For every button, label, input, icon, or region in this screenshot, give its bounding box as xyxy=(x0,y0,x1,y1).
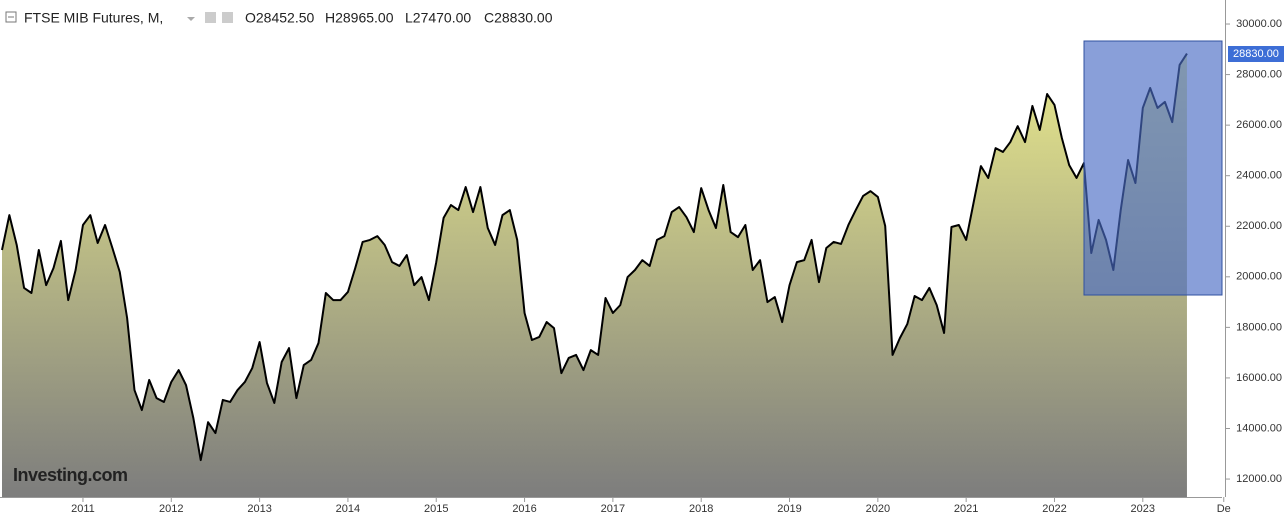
ohlc-open: O28452.50 xyxy=(245,10,314,26)
x-tick-label: 2011 xyxy=(71,503,95,515)
close-icon[interactable] xyxy=(222,12,233,23)
y-tick-label: 20000.00 xyxy=(1236,271,1282,283)
x-tick-label: 2014 xyxy=(336,503,360,515)
y-tick-label: 12000.00 xyxy=(1236,473,1282,485)
plot-area xyxy=(1,53,1188,498)
x-tick-label: 2012 xyxy=(159,503,183,515)
price-label: 28830.00 xyxy=(1233,48,1279,60)
area-fill xyxy=(2,53,1187,498)
x-tick-label: 2015 xyxy=(424,503,448,515)
x-tick-label: 2022 xyxy=(1042,503,1066,515)
highlight-box xyxy=(1083,40,1223,296)
price-label-box xyxy=(1228,46,1284,62)
logo: Investing.com xyxy=(13,465,128,485)
ohlc-high: H28965.00 xyxy=(325,10,394,26)
price-line xyxy=(1,53,1188,462)
x-tick-label: 2023 xyxy=(1131,503,1155,515)
y-tick-label: 22000.00 xyxy=(1236,220,1282,232)
settings-icon[interactable] xyxy=(205,12,216,23)
y-tick-label: 18000.00 xyxy=(1236,321,1282,333)
x-tick-label: 2013 xyxy=(247,503,271,515)
y-tick-label: 26000.00 xyxy=(1236,119,1282,131)
x-tick-label: De xyxy=(1217,503,1231,515)
x-tick-label: 2021 xyxy=(954,503,978,515)
x-tick-label: 2016 xyxy=(512,503,536,515)
collapse-icon[interactable] xyxy=(5,11,17,23)
dropdown-arrow[interactable] xyxy=(187,17,195,21)
y-tick-label: 30000.00 xyxy=(1236,18,1282,30)
x-tick-label: 2018 xyxy=(689,503,713,515)
ohlc-low: L27470.00 xyxy=(405,10,471,26)
y-tick-label: 28000.00 xyxy=(1236,68,1282,80)
y-tick-label: 16000.00 xyxy=(1236,372,1282,384)
y-tick-label: 14000.00 xyxy=(1236,422,1282,434)
y-tick-label: 24000.00 xyxy=(1236,170,1282,182)
x-tick-label: 2019 xyxy=(777,503,801,515)
x-tick-label: 2017 xyxy=(601,503,625,515)
x-tick-label: 2020 xyxy=(866,503,890,515)
chart-title: FTSE MIB Futures, M, xyxy=(24,10,163,26)
ohlc-close: C28830.00 xyxy=(484,10,553,26)
